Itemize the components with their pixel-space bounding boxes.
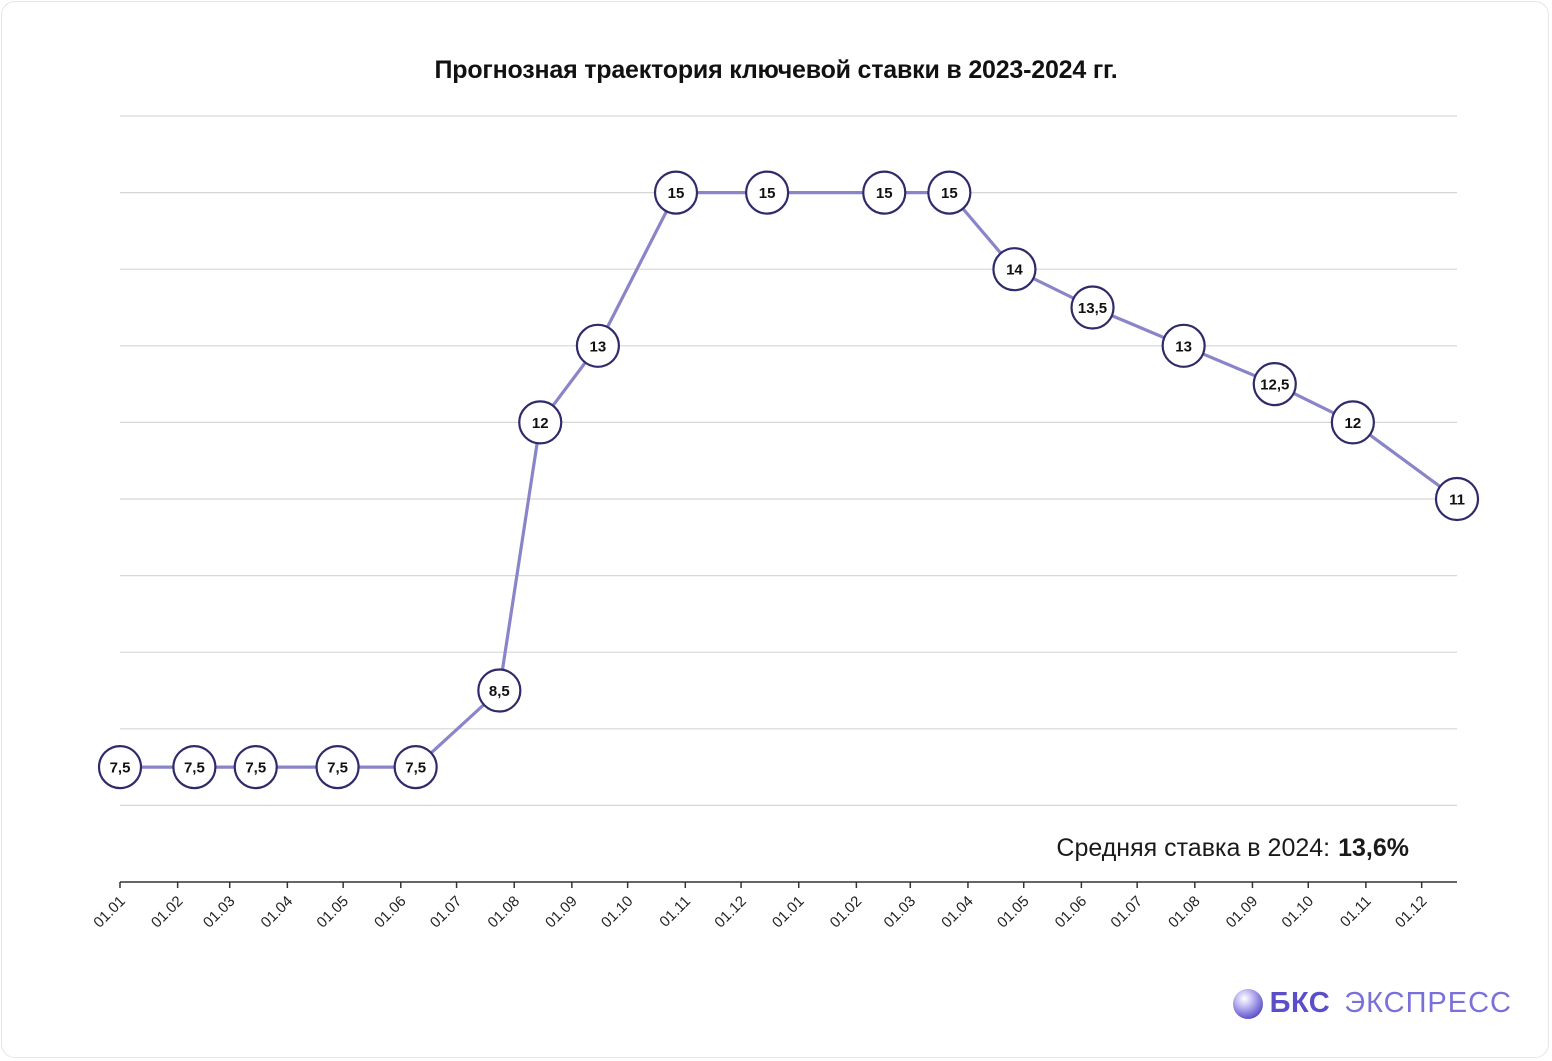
data-point: 11	[1434, 476, 1480, 522]
average-rate-label: Средняя ставка в 2024:	[1056, 834, 1331, 862]
data-label: 12,5	[1260, 377, 1289, 394]
data-point: 15	[927, 170, 972, 215]
data-label: 15	[941, 185, 958, 202]
data-label: 15	[759, 185, 776, 202]
data-point: 7,5	[172, 744, 217, 790]
data-label: 7,5	[184, 760, 205, 777]
x-tick-label: 01.05	[994, 893, 1033, 932]
data-point: 13	[575, 323, 620, 368]
x-tick-label: 01.04	[258, 893, 297, 932]
data-label: 7,5	[110, 760, 131, 777]
data-point-marker	[653, 170, 699, 215]
data-label: 12	[1345, 415, 1362, 432]
brand-subtitle: ЭКСПРЕСС	[1344, 987, 1512, 1019]
data-label: 15	[668, 185, 685, 202]
sphere-logo-icon	[1232, 988, 1263, 1019]
data-point-marker	[172, 744, 217, 790]
data-label: 15	[876, 185, 893, 202]
x-tick-label: 01.06	[371, 893, 410, 932]
x-tick-label: 01.08	[1165, 893, 1204, 932]
x-tick-label: 01.05	[313, 893, 352, 932]
data-point: 7,5	[97, 744, 143, 790]
chart-title: Прогнозная траектория ключевой ставки в …	[434, 56, 1118, 84]
x-tick-label: 01.11	[656, 893, 694, 931]
data-label: 7,5	[245, 760, 266, 777]
x-tick-label: 01.03	[881, 893, 920, 932]
data-point-marker	[315, 744, 360, 790]
grid-lines	[120, 115, 1457, 807]
x-tick-label: 01.07	[427, 893, 466, 932]
x-tick-label: 01.11	[1337, 893, 1375, 931]
x-tick-label: 01.06	[1052, 893, 1091, 932]
data-label: 14	[1006, 262, 1023, 279]
data-point-marker	[233, 744, 278, 790]
x-tick-label: 01.10	[1278, 893, 1317, 932]
x-tick-label: 01.01	[769, 893, 808, 932]
data-point: 15	[862, 170, 907, 215]
x-tick-label: 01.07	[1107, 893, 1146, 932]
brand-name: БКС	[1269, 987, 1331, 1019]
average-rate-value: 13,6%	[1338, 834, 1409, 862]
data-point-marker	[1161, 323, 1206, 368]
data-point: 15	[745, 170, 790, 215]
data-point-marker	[477, 668, 522, 713]
data-point-marker	[1330, 400, 1375, 445]
data-label: 12	[532, 415, 549, 432]
data-point: 14	[992, 247, 1037, 292]
data-point: 7,5	[393, 744, 438, 790]
data-point: 7,5	[315, 744, 360, 790]
data-label: 7,5	[327, 760, 348, 777]
x-tick-label: 01.08	[484, 893, 523, 932]
x-tick-label: 01.01	[90, 893, 129, 932]
x-tick-label: 01.12	[711, 893, 750, 932]
data-label: 8,5	[489, 683, 510, 700]
data-point-marker	[97, 744, 143, 790]
x-tick-label: 01.04	[938, 893, 977, 932]
data-point: 7,5	[233, 744, 278, 790]
data-label: 7,5	[405, 760, 426, 777]
x-axis: 01.01 01.02 01.03 01.04 01.05 01.06 01.07 01.08…	[90, 881, 1457, 932]
data-point-marker	[862, 170, 907, 215]
data-point: 13,5	[1070, 285, 1115, 330]
data-point: 15	[653, 170, 699, 215]
x-tick-label: 01.02	[148, 893, 187, 932]
data-label: 13	[1175, 338, 1192, 355]
data-points: 7,5 7,5 7,5 7,5 7,5 8,5 12 13 15 15 15 15 14 13,5 13 12…	[97, 170, 1480, 790]
data-point: 12	[1330, 400, 1375, 445]
data-point-marker	[518, 400, 563, 445]
data-point: 8,5	[477, 668, 522, 713]
x-tick-label: 01.09	[542, 893, 581, 932]
x-tick-label: 01.09	[1223, 893, 1262, 932]
rate-line	[120, 191, 1458, 769]
x-tick-label: 01.03	[200, 893, 239, 932]
series-line	[120, 191, 1458, 769]
data-point: 13	[1161, 323, 1206, 368]
data-point-marker	[393, 744, 438, 790]
data-point: 12,5	[1252, 362, 1297, 407]
data-point-marker	[745, 170, 790, 215]
data-point-marker	[992, 247, 1037, 292]
data-point-marker	[1070, 285, 1115, 330]
x-tick-label: 01.02	[827, 893, 866, 932]
x-tick-label: 01.12	[1392, 893, 1431, 932]
average-rate-annotation: Средняя ставка в 2024: 13,6%	[1056, 834, 1409, 863]
data-label: 11	[1449, 492, 1465, 509]
data-point: 12	[518, 400, 563, 445]
data-point-marker	[1434, 476, 1480, 522]
data-point-marker	[575, 323, 620, 368]
x-tick-label: 01.10	[598, 893, 637, 932]
data-point-marker	[1252, 362, 1297, 407]
data-point-marker	[927, 170, 972, 215]
data-label: 13,5	[1078, 300, 1107, 317]
brand-logo-block: БКС ЭКСПРЕСС	[1232, 987, 1512, 1020]
data-label: 13	[590, 338, 607, 355]
